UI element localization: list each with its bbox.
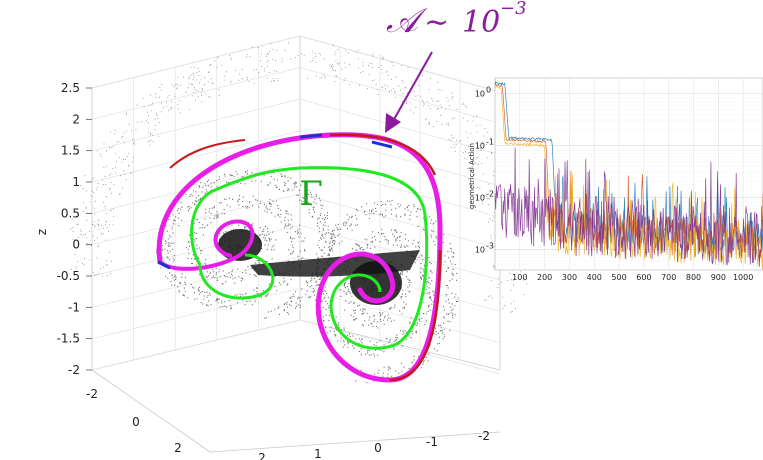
z-tick-label: 2 — [72, 112, 80, 126]
inset-x-tick-label: 900 — [711, 273, 726, 282]
z-tick-label: 0.5 — [61, 206, 80, 220]
z-tick-label: 1 — [72, 175, 80, 189]
inset-x-tick-label: 1000 — [733, 273, 753, 282]
z-axis-ticks: 2.5 2 1.5 1 0.5 0 -0.5 -1 -1.5 -2 — [57, 81, 92, 377]
annotation-arrow-head — [385, 113, 401, 133]
z-grid-line — [91, 67, 301, 120]
inset-x-tick-label: 600 — [636, 273, 651, 282]
z-tick-label: 0 — [72, 238, 80, 252]
orbit-segment-blue — [157, 260, 171, 270]
gamma-label: Γ — [299, 174, 323, 214]
z-grid-line — [91, 98, 301, 152]
inset-x-tick-label: 500 — [611, 273, 626, 282]
floor-edge — [209, 431, 501, 453]
z-axis-label: z — [35, 229, 49, 235]
outer-orbit — [156, 132, 443, 383]
z-grid-line — [299, 193, 501, 250]
x-tick-label: 2 — [258, 451, 266, 460]
annotation-base: 10 — [462, 5, 500, 40]
inset-x-tick-label: 800 — [686, 273, 701, 282]
inset-x-ticks: 100 200 300 400 500 600 700 800 900 1000 — [512, 273, 753, 282]
annotation-arrow-shaft — [391, 51, 433, 124]
x-tick-label: -2 — [478, 429, 490, 443]
annotation-symbol: 𝒜 — [386, 1, 428, 41]
z-tick-label: -2 — [68, 363, 80, 377]
z-grid-line — [299, 67, 501, 124]
y-tick-label: 2 — [174, 441, 182, 455]
left-spiral-orbit — [158, 219, 255, 271]
inset-x-tick-label: 400 — [587, 273, 602, 282]
z-tick-label: -1.5 — [57, 332, 80, 346]
inset-y-label: geometrical Action — [468, 143, 476, 209]
orbit-segment-red — [389, 249, 442, 382]
inset-y-tick-exp: 0 — [486, 86, 491, 95]
gamma-loop — [190, 166, 429, 350]
z-grid-line — [91, 161, 301, 214]
x-axis-ticks: -2 -1 0 1 2 — [258, 429, 490, 460]
inset-x-tick-label: 300 — [562, 273, 577, 282]
inset-y-tick-base: 10 — [475, 142, 485, 151]
x-tick-label: 1 — [314, 447, 322, 460]
y-axis-ticks: -2 0 2 — [86, 387, 182, 455]
inset-series — [494, 81, 763, 270]
z-grid-line — [299, 319, 501, 375]
orbit-segment-red — [329, 133, 437, 176]
inset-y-tick-base: 10 — [475, 245, 485, 254]
z-tick-label: -1 — [68, 300, 80, 314]
z-grid-line — [91, 319, 301, 371]
z-tick-label: -0.5 — [57, 269, 80, 283]
orbit-curves — [156, 132, 443, 383]
annotation-exponent: −3 — [500, 0, 527, 19]
orbit-segment-red — [169, 139, 246, 169]
z-grid-line — [91, 224, 301, 277]
inset-y-tick-base: 10 — [475, 90, 485, 99]
y-tick-label: -2 — [86, 387, 98, 401]
z-tick-label: 2.5 — [61, 81, 80, 95]
annotation-relation: ∼ — [424, 5, 449, 40]
z-grid-line — [299, 130, 501, 187]
z-grid-line — [91, 130, 301, 183]
z-grid-line — [299, 98, 501, 156]
box-edge — [299, 319, 501, 371]
inset-y-tick-exp: -1 — [486, 138, 494, 147]
orbit-segment-blue — [371, 140, 393, 149]
inset-x-tick-label: 100 — [512, 273, 527, 282]
z-grid-line — [299, 161, 501, 218]
z-grid-line — [91, 193, 301, 246]
y-tick-label: 0 — [132, 415, 140, 429]
x-tick-label: -1 — [426, 435, 438, 449]
x-tick-label: 0 — [374, 441, 382, 455]
inset-y-tick-base: 10 — [475, 193, 485, 202]
inset-y-tick-exp: -3 — [486, 241, 494, 250]
z-grid-line — [299, 35, 501, 93]
floor-edge — [91, 369, 211, 453]
inset-x-tick-label: 700 — [661, 273, 676, 282]
z-grid-line — [91, 288, 301, 340]
z-tick-label: 1.5 — [61, 144, 80, 158]
z-grid-line — [91, 35, 301, 89]
inset-x-tick-label: 200 — [537, 273, 552, 282]
inset-y-tick-exp: -2 — [486, 189, 494, 198]
inset-series-line — [494, 147, 763, 267]
orbit-segment-blue — [299, 133, 323, 139]
